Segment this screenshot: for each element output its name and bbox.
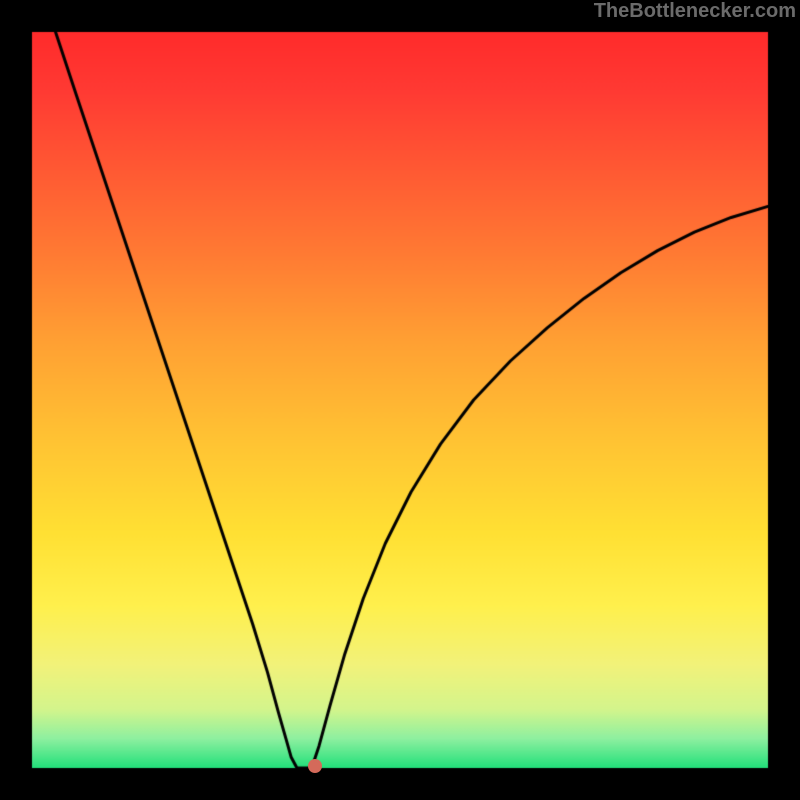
- chart-container: TheBottlenecker.com: [0, 0, 800, 800]
- gradient-background: [0, 0, 800, 800]
